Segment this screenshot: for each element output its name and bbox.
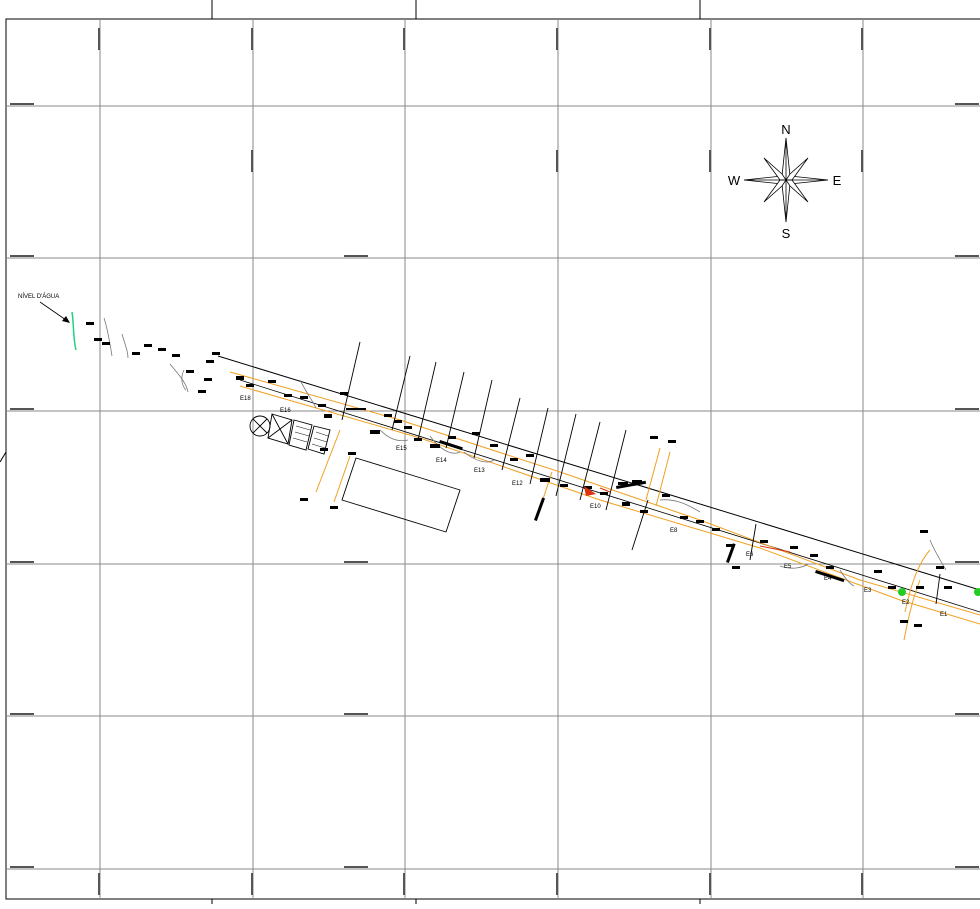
sheet-border (5, 18, 980, 900)
terrain-lines (103, 317, 947, 587)
marker-red (584, 486, 596, 496)
compass-rose (743, 137, 829, 223)
station-labels: E18 E16 E15 E14 E13 E12 E10 E8 E6 E5 E4 … (240, 396, 948, 618)
station-e2: E2 (902, 600, 910, 606)
station-e18: E18 (240, 396, 251, 402)
station-e14: E14 (436, 458, 447, 464)
water-level-leader (39, 301, 67, 321)
water-line (71, 311, 77, 351)
compass-west-label: W (728, 173, 741, 188)
road-alignment (217, 355, 980, 625)
compass-south-label: S (782, 226, 791, 241)
survey-points (86, 322, 952, 627)
station-e12: E12 (512, 481, 523, 487)
station-e3: E3 (864, 588, 872, 594)
side-roads (315, 429, 931, 641)
marker-green (974, 588, 980, 596)
street-labels (439, 440, 845, 583)
station-e1: E1 (940, 612, 948, 618)
leader-arrowhead (62, 316, 70, 323)
compass-east-label: E (833, 173, 842, 188)
marker-green (898, 588, 906, 596)
station-e15: E15 (396, 446, 407, 452)
station-e10: E10 (590, 504, 601, 510)
compass-north-label: N (781, 122, 790, 137)
station-e5: E5 (784, 564, 792, 570)
station-e16: E16 (280, 408, 291, 414)
water-level-label: NÍVEL D'ÁGUA (18, 293, 59, 300)
structures (249, 413, 461, 533)
cross-sections (341, 341, 941, 605)
station-e8: E8 (670, 528, 678, 534)
station-e6: E6 (746, 552, 754, 558)
marker-red (759, 545, 791, 553)
station-e13: E13 (474, 468, 485, 474)
grid-coordinate-marks (10, 28, 979, 895)
frame-tick (0, 451, 7, 463)
station-e4: E4 (824, 576, 832, 582)
marker-red (599, 487, 611, 493)
